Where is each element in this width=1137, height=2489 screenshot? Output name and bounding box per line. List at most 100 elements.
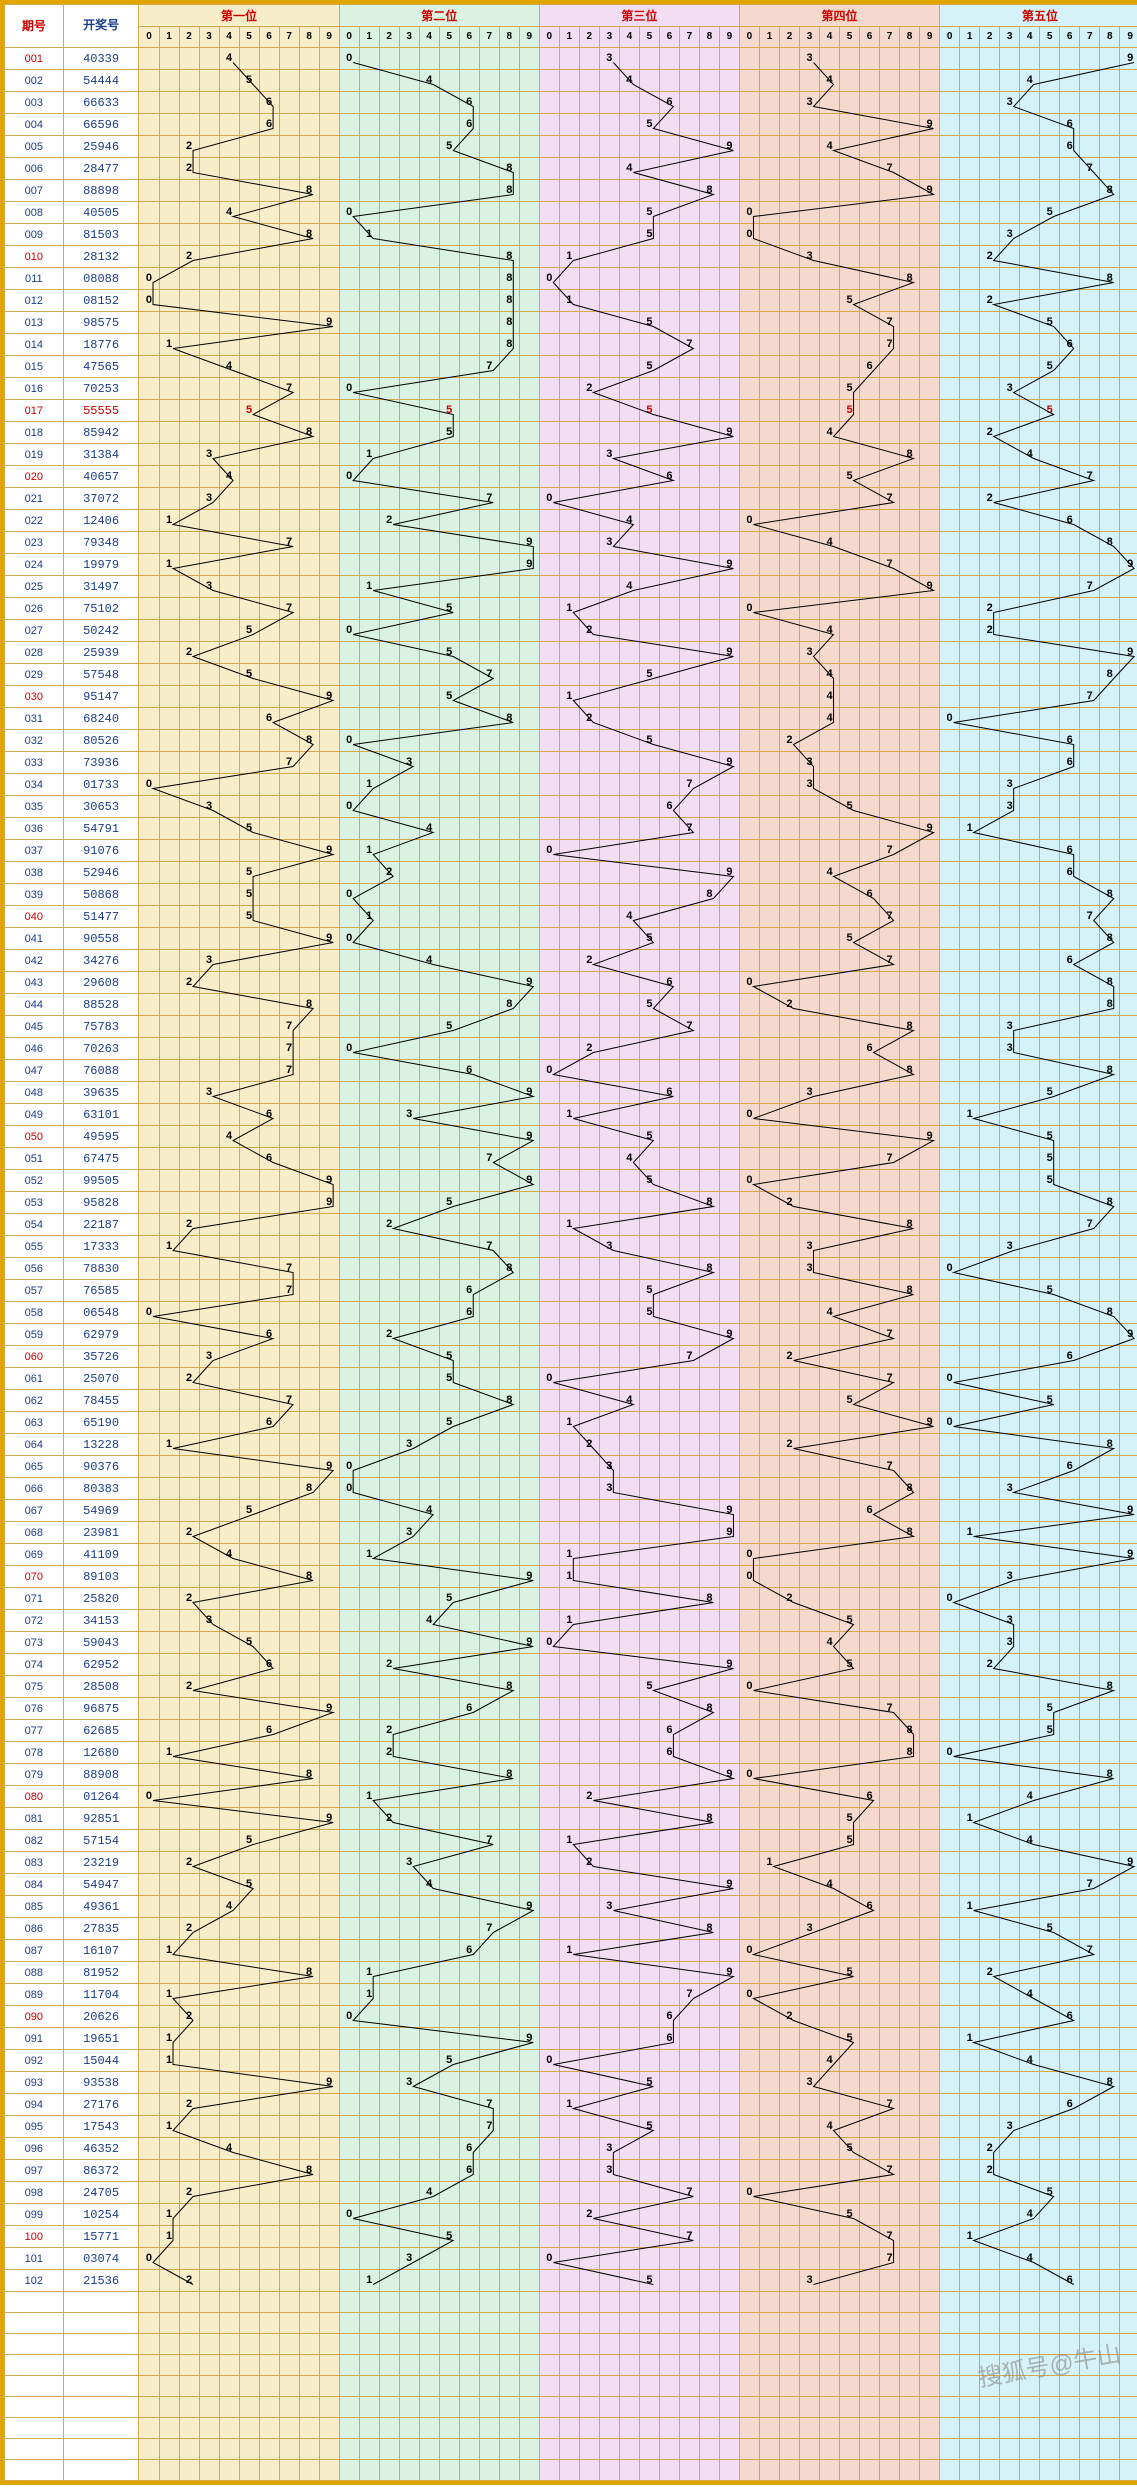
trend-cell bbox=[659, 1566, 679, 1588]
trend-cell bbox=[960, 2050, 980, 2072]
trend-cell bbox=[960, 158, 980, 180]
trend-cell bbox=[379, 1302, 399, 1324]
trend-cell bbox=[599, 246, 619, 268]
trend-cell bbox=[659, 136, 679, 158]
trend-cell: 7 bbox=[880, 1148, 900, 1170]
trend-cell bbox=[1020, 1654, 1040, 1676]
trend-cell bbox=[519, 312, 539, 334]
trend-cell bbox=[399, 1632, 419, 1654]
trend-cell bbox=[1020, 1676, 1040, 1698]
trend-cell bbox=[1060, 48, 1080, 70]
trend-cell bbox=[499, 1830, 519, 1852]
trend-cell bbox=[259, 136, 279, 158]
trend-cell bbox=[259, 1214, 279, 1236]
trend-cell bbox=[1060, 1170, 1080, 1192]
trend-cell bbox=[659, 708, 679, 730]
trend-cell bbox=[699, 378, 719, 400]
trend-cell bbox=[659, 1522, 679, 1544]
trend-cell bbox=[359, 136, 379, 158]
trend-cell bbox=[820, 1104, 840, 1126]
trend-cell bbox=[339, 840, 359, 862]
trend-cell bbox=[860, 1720, 880, 1742]
trend-cell bbox=[519, 686, 539, 708]
trend-cell bbox=[639, 2094, 659, 2116]
trend-cell: 1 bbox=[359, 224, 379, 246]
trend-cell bbox=[439, 2116, 459, 2138]
trend-cell bbox=[479, 1566, 499, 1588]
trend-cell: 0 bbox=[940, 1742, 960, 1764]
trend-cell bbox=[299, 1830, 319, 1852]
trend-cell bbox=[339, 158, 359, 180]
trend-cell bbox=[239, 1742, 259, 1764]
trend-cell: 2 bbox=[379, 510, 399, 532]
trend-cell bbox=[179, 1390, 199, 1412]
trend-cell bbox=[319, 1236, 339, 1258]
trend-cell bbox=[339, 444, 359, 466]
trend-cell bbox=[279, 1962, 299, 1984]
trend-cell bbox=[579, 1566, 599, 1588]
trend-cell bbox=[639, 1500, 659, 1522]
trend-cell bbox=[259, 752, 279, 774]
trend-cell bbox=[519, 1456, 539, 1478]
trend-cell bbox=[739, 1786, 759, 1808]
trend-cell bbox=[199, 1874, 219, 1896]
trend-cell bbox=[1000, 268, 1020, 290]
trend-cell bbox=[339, 2094, 359, 2116]
trend-cell bbox=[820, 1588, 840, 1610]
trend-cell bbox=[1060, 708, 1080, 730]
trend-cell bbox=[639, 1060, 659, 1082]
header-digit: 3 bbox=[1000, 27, 1020, 48]
trend-cell bbox=[619, 664, 639, 686]
trend-cell bbox=[179, 2028, 199, 2050]
trend-cell bbox=[940, 444, 960, 466]
trend-cell bbox=[840, 246, 860, 268]
trend-cell bbox=[159, 1698, 179, 1720]
trend-cell bbox=[199, 246, 219, 268]
trend-cell bbox=[439, 180, 459, 202]
trend-cell bbox=[139, 1742, 159, 1764]
trend-cell: 9 bbox=[719, 642, 739, 664]
trend-cell bbox=[980, 334, 1000, 356]
trend-cell bbox=[880, 686, 900, 708]
trend-cell bbox=[499, 664, 519, 686]
trend-cell bbox=[1100, 466, 1120, 488]
trend-cell bbox=[299, 1412, 319, 1434]
trend-cell bbox=[980, 1236, 1000, 1258]
trend-cell bbox=[179, 554, 199, 576]
trend-cell bbox=[940, 576, 960, 598]
trend-cell bbox=[219, 1016, 239, 1038]
trend-cell bbox=[619, 1478, 639, 1500]
trend-cell bbox=[759, 950, 779, 972]
trend-cell bbox=[800, 1852, 820, 1874]
trend-cell bbox=[960, 202, 980, 224]
trend-cell: 6 bbox=[860, 1500, 880, 1522]
trend-cell bbox=[920, 1434, 940, 1456]
trend-cell bbox=[399, 1390, 419, 1412]
trend-cell bbox=[639, 246, 659, 268]
trend-cell bbox=[299, 664, 319, 686]
trend-cell bbox=[419, 1104, 439, 1126]
trend-cell bbox=[1040, 268, 1060, 290]
trend-cell bbox=[319, 444, 339, 466]
trend-cell bbox=[659, 488, 679, 510]
trend-cell bbox=[339, 1324, 359, 1346]
trend-cell bbox=[880, 1918, 900, 1940]
trend-cell bbox=[1060, 268, 1080, 290]
trend-cell bbox=[779, 1478, 799, 1500]
trend-cell: 0 bbox=[339, 796, 359, 818]
trend-cell bbox=[259, 224, 279, 246]
trend-cell bbox=[1100, 576, 1120, 598]
trend-cell bbox=[1100, 224, 1120, 246]
trend-cell bbox=[759, 202, 779, 224]
trend-cell bbox=[479, 862, 499, 884]
trend-cell bbox=[359, 554, 379, 576]
trend-cell bbox=[739, 1456, 759, 1478]
trend-cell bbox=[579, 488, 599, 510]
trend-cell bbox=[719, 1896, 739, 1918]
trend-cell bbox=[199, 1214, 219, 1236]
trend-cell bbox=[980, 1720, 1000, 1742]
trend-cell bbox=[199, 1456, 219, 1478]
trend-cell bbox=[840, 2050, 860, 2072]
trend-cell bbox=[900, 1324, 920, 1346]
trend-cell: 4 bbox=[419, 1874, 439, 1896]
